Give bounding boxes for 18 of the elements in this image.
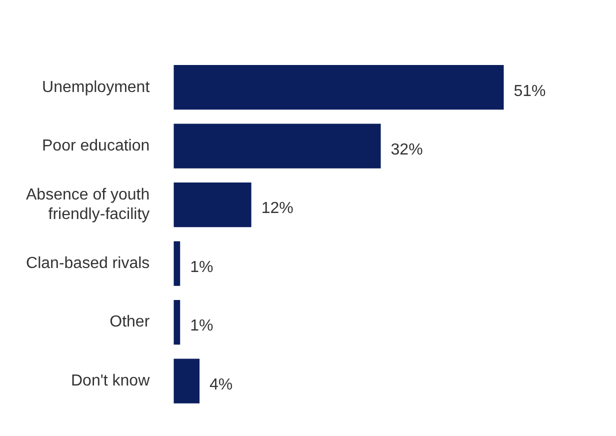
y-tick-label: Unemployment [42,78,150,96]
data-label: 4% [210,376,233,394]
y-tick-label: Other [110,314,150,331]
y-tick-label: Clan-based rivals [26,254,150,272]
y-tick-label: Don't know [70,372,150,390]
bar [174,182,252,228]
bar [174,300,180,345]
data-label: 12% [261,200,294,218]
bar [174,358,200,404]
data-label: 1% [190,258,214,276]
data-label: 32% [390,142,423,159]
bar [174,124,381,168]
data-label: 51% [514,82,546,100]
bar [174,241,180,286]
data-label: 1% [190,318,214,335]
y-tick-label: Poor education [42,138,150,155]
bar [174,65,504,110]
y-tick-label: Absence of youth friendly-facility [26,186,150,223]
